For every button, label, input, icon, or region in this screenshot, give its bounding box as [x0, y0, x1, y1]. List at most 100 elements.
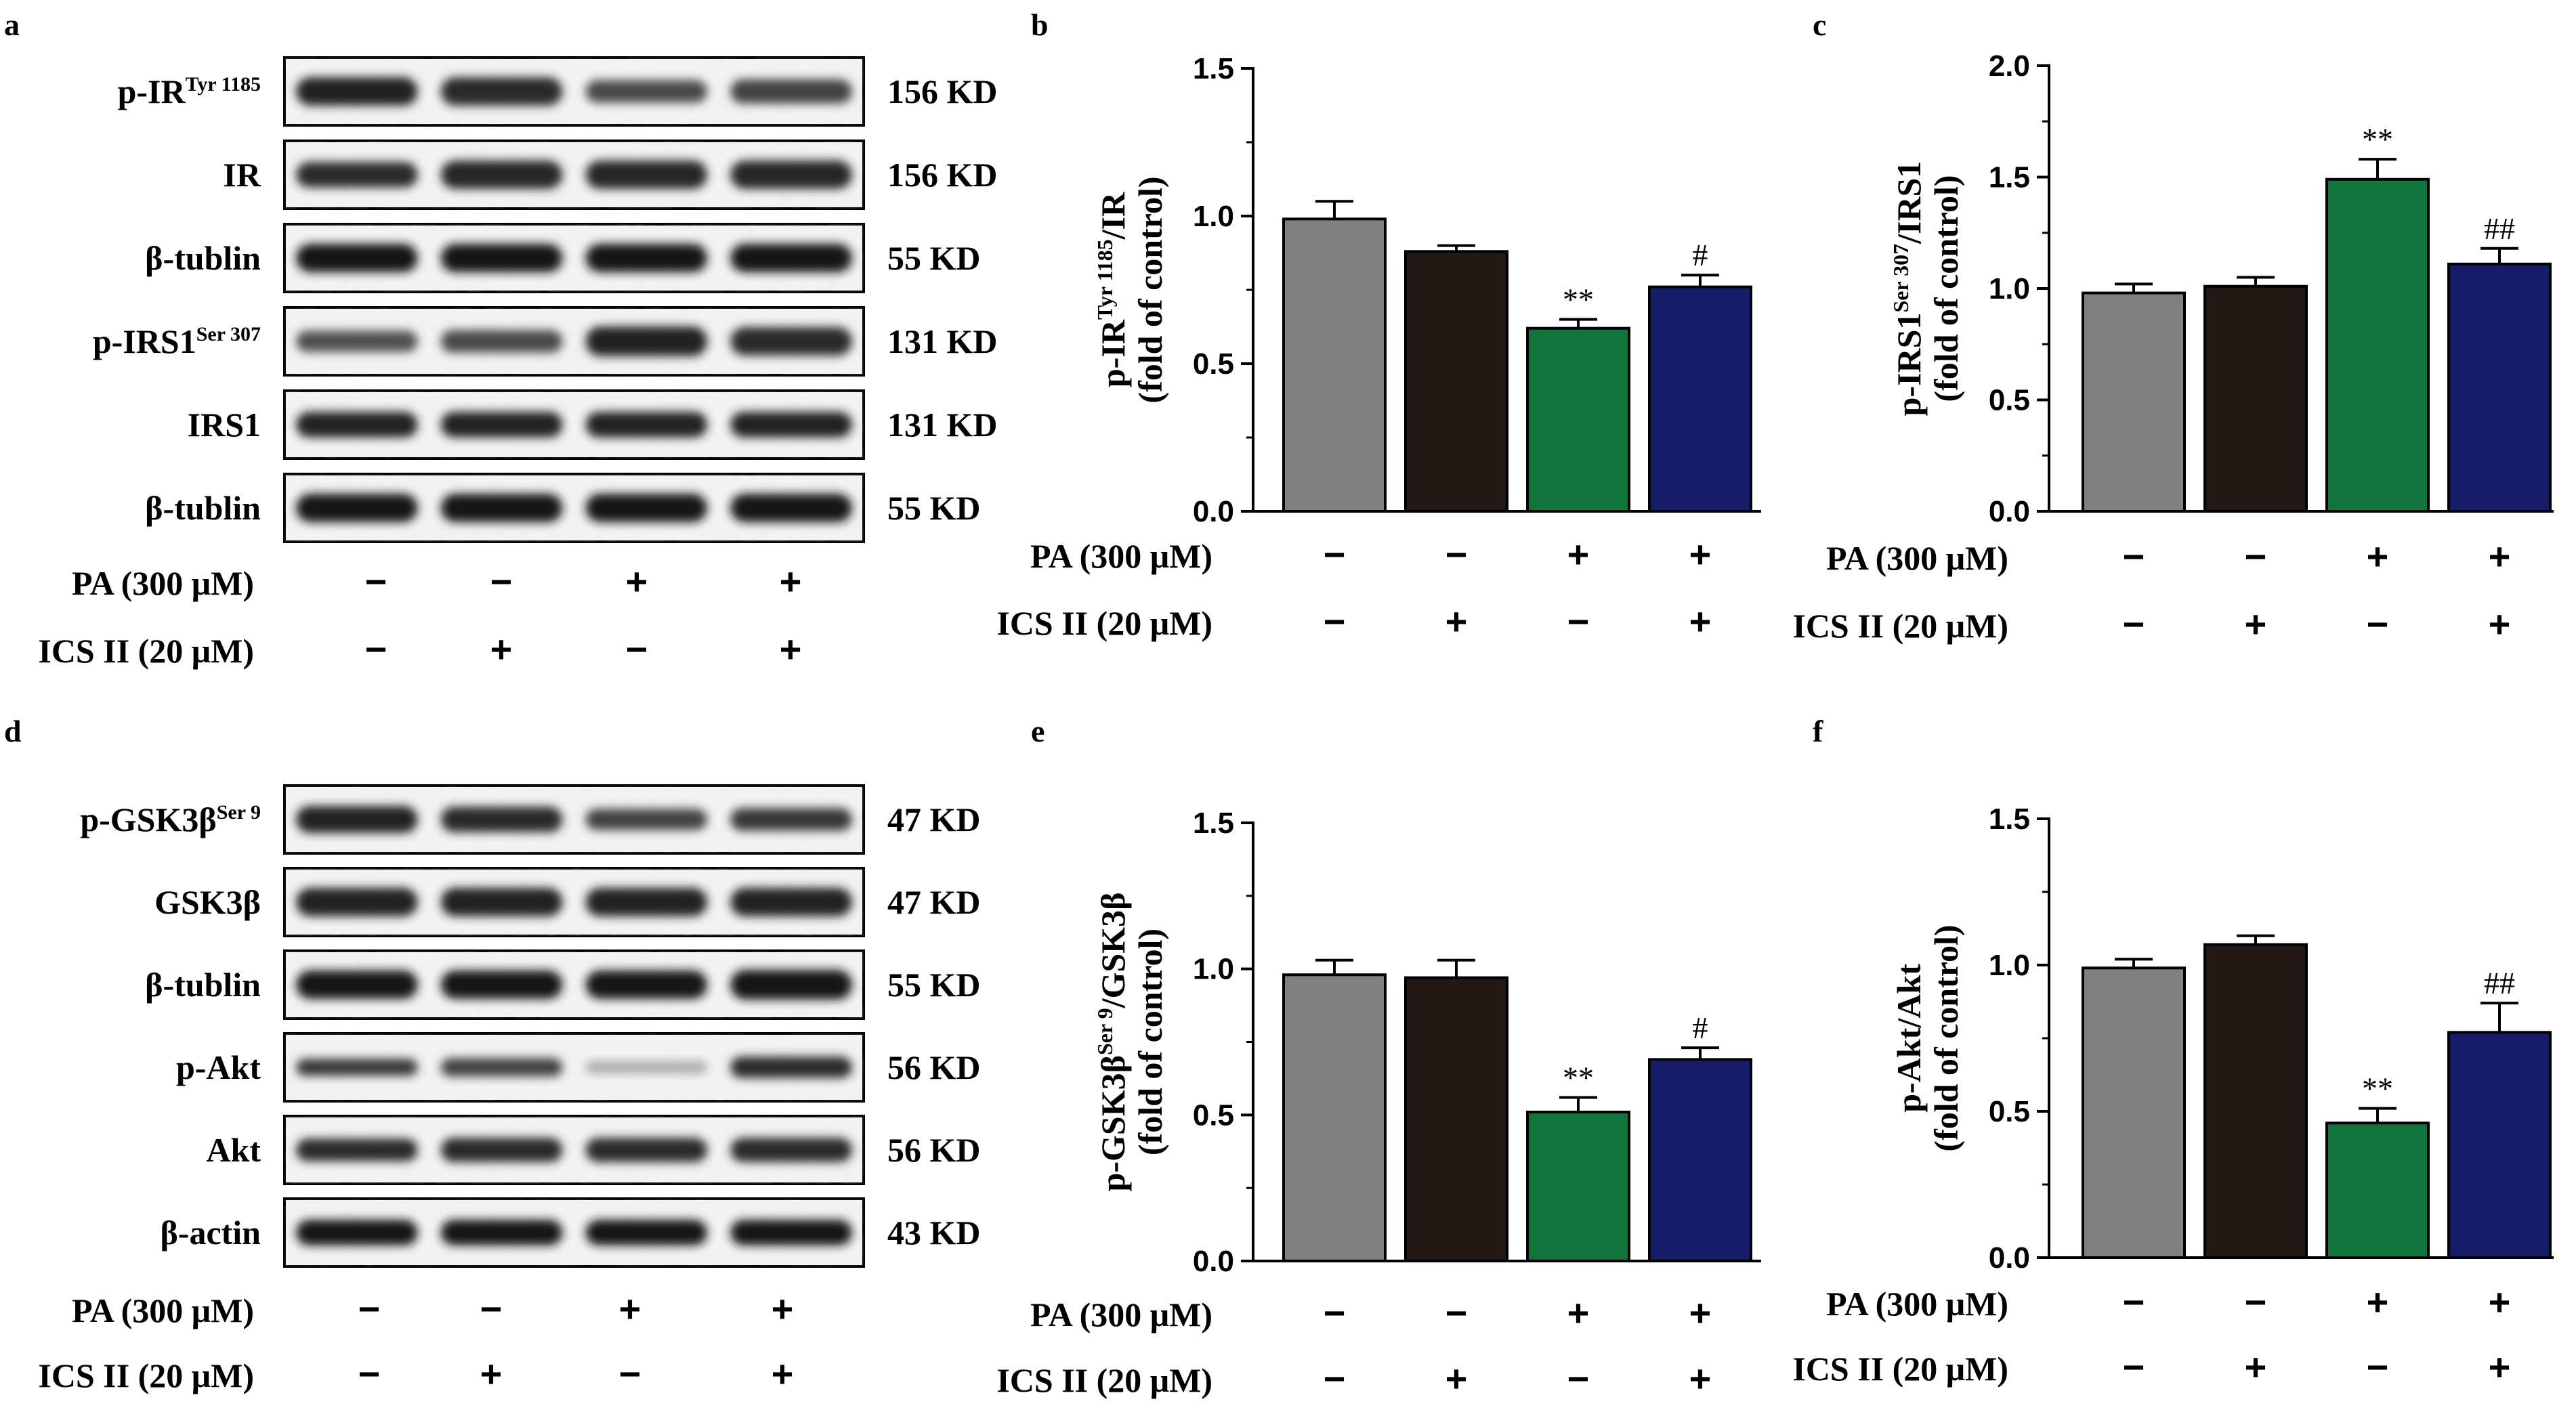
blot-row-kd: 55 KD — [887, 239, 981, 277]
blot-row-label: GSK3β — [154, 883, 261, 921]
blot-row-4: IRS1 131 KD — [188, 389, 998, 460]
blot-band — [296, 806, 418, 833]
blot-row-label-main: GSK3β — [154, 883, 261, 921]
blot-row-5: β-actin 43 KD — [160, 1197, 981, 1268]
blot-band — [440, 330, 563, 353]
blot-row-3: p-IRS1Ser 307 131 KD — [93, 306, 998, 377]
significance-marker: ** — [2362, 122, 2393, 156]
ics-sign: − — [1567, 1357, 1590, 1400]
ics-sign: − — [2367, 1346, 2389, 1388]
bar — [1404, 250, 1508, 513]
y-axis-label: p-Akt/Akt — [1890, 964, 1928, 1113]
y-axis-label-rest: /IR — [1094, 192, 1132, 240]
ics-condition-label: ICS II (20 μM) — [996, 604, 1212, 642]
y-tick-label: 1.0 — [1989, 272, 2030, 305]
pa-sign: + — [2489, 1281, 2511, 1323]
blot-row-label: IR — [223, 156, 261, 194]
y-axis-label-line2: (fold of control) — [1131, 928, 1169, 1155]
ics-sign: − — [2123, 603, 2145, 645]
pa-sign: − — [1445, 533, 1468, 576]
blot-row-label-main: β-actin — [160, 1214, 261, 1252]
blot-band — [296, 494, 418, 522]
blot-row-label: p-GSK3βSer 9 — [80, 800, 261, 838]
bar — [1526, 326, 1630, 513]
panel-label-c: c — [1813, 7, 1826, 42]
blot-band — [730, 888, 852, 916]
blot-row-label: p-IRS1Ser 307 — [93, 322, 261, 360]
bar — [2447, 262, 2552, 513]
blot-row-label-main: IR — [223, 156, 261, 194]
blot-band — [585, 80, 708, 103]
blot-row-4: Akt 56 KD — [206, 1115, 981, 1185]
blot-band — [296, 1138, 418, 1161]
blot-row-label-main: p-GSK3β — [80, 800, 216, 838]
significance-marker: ** — [2362, 1071, 2393, 1106]
blot-band — [440, 161, 563, 189]
bar — [1282, 217, 1387, 513]
blot-row-kd: 47 KD — [887, 800, 981, 838]
ics-sign: − — [358, 1352, 381, 1395]
y-tick-label: 0.5 — [1193, 1098, 1234, 1132]
y-tick-label: 0.5 — [1193, 347, 1234, 381]
ics-sign: + — [780, 628, 802, 670]
ics-sign: + — [1445, 1357, 1468, 1400]
significance-marker: # — [1693, 1010, 1708, 1045]
bar — [1648, 285, 1752, 513]
blot-band — [730, 79, 852, 104]
blot-band — [440, 970, 563, 999]
panel-label-f: f — [1813, 714, 1823, 748]
pa-condition-label: PA (300 μM) — [1030, 1296, 1212, 1333]
blot-row-label: Akt — [206, 1131, 261, 1169]
blot-row-0: p-GSK3βSer 9 47 KD — [80, 784, 981, 855]
ics-sign: − — [365, 628, 387, 670]
western-blot-panel-a: p-IRTyr 1185 156 KD IR 156 KD β-tublin 55 KD p… — [38, 56, 998, 670]
ics-sign: − — [619, 1352, 641, 1395]
ics-condition-label: ICS II (20 μM) — [996, 1361, 1212, 1399]
pa-condition-label: PA (300 μM) — [1826, 1285, 2008, 1323]
blot-band — [730, 1056, 852, 1078]
y-tick-label: 0.0 — [1193, 1245, 1234, 1278]
blot-band — [585, 1061, 708, 1074]
blot-row-label-main: β-tublin — [145, 489, 261, 527]
bar-chart-b: 0.0 0.5 1.0 1.5 p-IRTyr 1185/IR (fold of cont… — [996, 52, 1761, 643]
ics-condition-label: ICS II (20 μM) — [38, 632, 254, 670]
pa-sign: − — [2245, 1281, 2267, 1323]
y-axis-label-line2: (fold of control) — [1131, 176, 1169, 403]
blot-row-label-sup: Ser 307 — [196, 323, 261, 345]
y-tick-label: 1.5 — [1193, 52, 1234, 85]
bar — [2447, 1031, 2552, 1259]
pa-sign: − — [2123, 535, 2145, 578]
bar-chart-f: 0.0 0.5 1.0 1.5 p-Akt/Akt (fold of control) **… — [1792, 803, 2554, 1388]
pa-condition-label: PA (300 μM) — [72, 1291, 254, 1329]
pa-sign: + — [1567, 1291, 1590, 1334]
pa-sign: + — [626, 560, 648, 603]
ics-sign: + — [1689, 600, 1712, 643]
blot-row-2: β-tublin 55 KD — [145, 223, 981, 293]
blot-row-kd: 156 KD — [887, 72, 998, 110]
y-axis-label: p-IRS1Ser 307/IRS1 — [1888, 161, 1928, 416]
pa-sign: − — [1324, 533, 1346, 576]
blot-band — [730, 494, 852, 522]
blot-band — [730, 969, 852, 1000]
y-tick-label: 1.5 — [1989, 803, 2030, 836]
blot-row-label: IRS1 — [188, 406, 261, 444]
significance-marker: ## — [2484, 211, 2515, 246]
y-axis-label-sup: Ser 307 — [1888, 244, 1913, 313]
blot-row-label: β-tublin — [145, 239, 261, 277]
bar — [1404, 976, 1508, 1263]
y-axis-label-line2: (fold of control) — [1927, 175, 1965, 402]
ics-sign: − — [1324, 1357, 1346, 1400]
blot-row-label-main: Akt — [206, 1131, 261, 1169]
blot-row-label-sup: Ser 9 — [217, 801, 261, 824]
ics-sign: − — [2367, 603, 2389, 645]
blot-row-2: β-tublin 55 KD — [145, 949, 981, 1020]
pa-condition-label: PA (300 μM) — [1030, 537, 1212, 575]
blot-band — [440, 1058, 563, 1077]
blot-row-3: p-Akt 56 KD — [176, 1032, 981, 1103]
blot-band — [296, 244, 418, 272]
pa-sign: − — [365, 560, 387, 603]
panel-label-a: a — [4, 7, 20, 42]
blot-band — [585, 888, 708, 916]
blot-row-0: p-IRTyr 1185 156 KD — [118, 56, 998, 127]
y-tick-label: 0.0 — [1989, 1241, 2030, 1275]
